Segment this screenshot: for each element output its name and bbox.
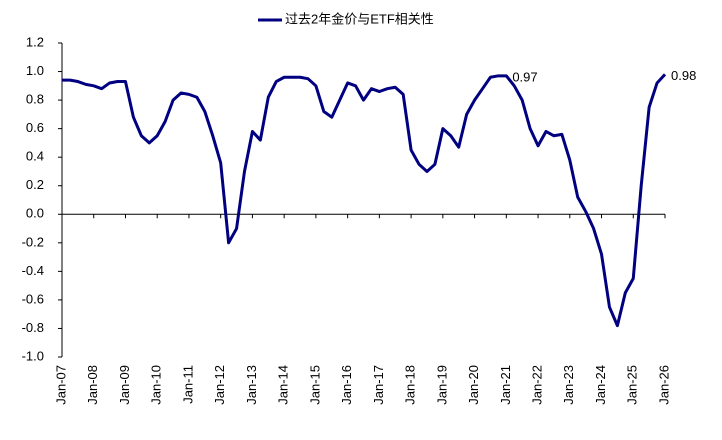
x-tick-label: Jan-21 [498, 365, 513, 405]
x-tick-label: Jan-07 [53, 365, 68, 405]
y-tick-label: -0.4 [22, 263, 44, 278]
x-tick-label: Jan-15 [307, 365, 322, 405]
value-label: 0.98 [671, 68, 696, 83]
x-tick-label: Jan-12 [212, 365, 227, 405]
x-tick-label: Jan-14 [276, 365, 291, 405]
y-tick-label: 0.2 [26, 177, 44, 192]
y-tick-label: -0.2 [22, 234, 44, 249]
value-label: 0.97 [512, 69, 537, 84]
y-tick-label: 0.0 [26, 206, 44, 221]
y-tick-label: -0.6 [22, 291, 44, 306]
x-tick-label: Jan-20 [466, 365, 481, 405]
y-tick-label: 0.8 [26, 92, 44, 107]
y-tick-label: -1.0 [22, 348, 44, 363]
x-tick-label: Jan-16 [339, 365, 354, 405]
x-tick-label: Jan-23 [561, 365, 576, 405]
x-tick-label: Jan-11 [180, 365, 195, 404]
x-tick-label: Jan-09 [117, 365, 132, 405]
legend-label: 过去2年金价与ETF相关性 [285, 11, 434, 26]
x-tick-label: Jan-24 [593, 365, 608, 405]
x-tick-label: Jan-10 [149, 365, 164, 405]
x-tick-label: Jan-13 [244, 365, 259, 405]
y-tick-label: -0.8 [22, 320, 44, 335]
y-tick-label: 1.0 [26, 63, 44, 78]
y-tick-label: 0.6 [26, 120, 44, 135]
x-tick-label: Jan-19 [434, 365, 449, 405]
x-tick-label: Jan-08 [85, 365, 100, 405]
x-tick-label: Jan-17 [371, 365, 386, 405]
x-tick-label: Jan-18 [403, 365, 418, 405]
y-tick-label: 0.4 [26, 149, 44, 164]
y-tick-label: 1.2 [26, 34, 44, 49]
x-tick-label: Jan-26 [656, 365, 671, 405]
x-tick-label: Jan-25 [625, 365, 640, 405]
line [62, 73, 667, 328]
x-tick-label: Jan-22 [529, 365, 544, 405]
